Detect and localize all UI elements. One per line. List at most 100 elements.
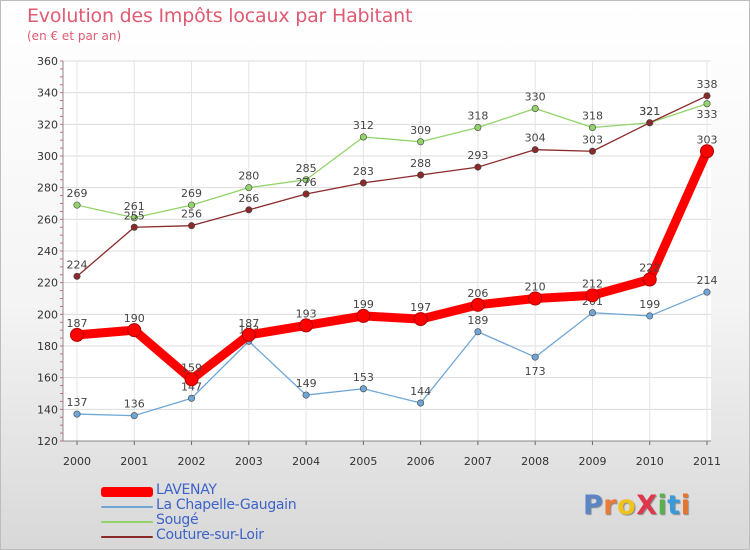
- legend-swatch: [101, 487, 153, 497]
- data-point: [417, 138, 425, 146]
- data-point: [73, 272, 81, 280]
- data-label: 276: [296, 176, 317, 189]
- data-point: [703, 100, 711, 108]
- y-tick-label: 280: [37, 182, 58, 195]
- legend-label: Couture-sur-Loir: [156, 527, 264, 543]
- legend-swatch: [101, 536, 153, 538]
- data-label: 261: [124, 200, 145, 213]
- data-point: [184, 372, 199, 387]
- data-label: 153: [353, 371, 374, 384]
- data-point: [127, 323, 142, 338]
- data-label: 318: [582, 110, 603, 123]
- x-tick-label: 2001: [120, 455, 148, 468]
- data-label: 256: [181, 208, 202, 221]
- data-label: 303: [582, 133, 603, 146]
- legend-label: La Chapelle-Gaugain: [156, 497, 297, 513]
- x-tick-label: 2002: [178, 455, 206, 468]
- data-point: [417, 171, 425, 179]
- data-point: [245, 184, 253, 192]
- data-point: [585, 288, 600, 303]
- proxiti-logo: ProXiti: [583, 490, 691, 521]
- data-point: [531, 353, 539, 361]
- data-label: 199: [353, 298, 374, 311]
- x-tick-label: 2011: [693, 455, 721, 468]
- data-point: [359, 133, 367, 141]
- data-point: [474, 328, 482, 336]
- y-tick-label: 180: [37, 340, 58, 353]
- data-point: [588, 124, 596, 132]
- x-tick-label: 2004: [292, 455, 320, 468]
- data-point: [470, 297, 485, 312]
- data-point: [130, 412, 138, 420]
- data-point: [73, 410, 81, 418]
- data-label: 187: [67, 317, 88, 330]
- data-label: 269: [181, 187, 202, 200]
- data-point: [531, 146, 539, 154]
- data-label: 159: [181, 361, 202, 374]
- data-point: [528, 291, 543, 306]
- data-point: [188, 394, 196, 402]
- data-label: 318: [467, 110, 488, 123]
- data-point: [417, 399, 425, 407]
- data-point: [474, 163, 482, 171]
- data-label: 285: [296, 162, 317, 175]
- data-label: 193: [296, 307, 317, 320]
- data-label: 309: [410, 124, 431, 137]
- data-point: [245, 206, 253, 214]
- data-point: [302, 176, 310, 184]
- data-label: 137: [67, 396, 88, 409]
- data-point: [642, 272, 657, 287]
- data-point: [302, 391, 310, 399]
- data-point: [130, 223, 138, 231]
- data-label: 206: [467, 287, 488, 300]
- chart-subtitle: (en € et par an): [27, 29, 122, 43]
- y-tick-label: 300: [37, 150, 58, 163]
- data-label: 266: [238, 192, 259, 205]
- data-point: [531, 105, 539, 113]
- data-label: 255: [124, 209, 145, 222]
- y-tick-label: 340: [37, 87, 58, 100]
- data-point: [241, 327, 256, 342]
- x-tick-label: 2007: [464, 455, 492, 468]
- data-label: 333: [697, 108, 718, 121]
- data-label: 303: [697, 133, 718, 146]
- data-label: 199: [639, 298, 660, 311]
- data-label: 321: [639, 105, 660, 118]
- y-tick-label: 240: [37, 245, 58, 258]
- y-tick-label: 200: [37, 308, 58, 321]
- data-label: 190: [124, 312, 145, 325]
- data-point: [703, 92, 711, 100]
- data-label: 312: [353, 119, 374, 132]
- data-label: 338: [697, 78, 718, 91]
- y-tick-label: 320: [37, 118, 58, 131]
- data-label: 210: [525, 281, 546, 294]
- y-tick-label: 140: [37, 403, 58, 416]
- data-label: 173: [525, 365, 546, 378]
- data-point: [73, 201, 81, 209]
- series-line-0: [72, 146, 712, 384]
- data-point: [413, 312, 428, 327]
- legend-swatch: [101, 521, 153, 523]
- data-label: 269: [67, 187, 88, 200]
- data-point: [588, 309, 596, 317]
- series-line-2: [76, 103, 708, 219]
- data-label: 197: [410, 301, 431, 314]
- y-tick-label: 120: [37, 435, 58, 448]
- data-point: [356, 308, 371, 323]
- data-point: [188, 222, 196, 230]
- data-point: [646, 119, 654, 127]
- y-tick-label: 160: [37, 372, 58, 385]
- data-point: [646, 312, 654, 320]
- legend-swatch: [101, 506, 153, 508]
- x-tick-label: 2008: [521, 455, 549, 468]
- data-label: 136: [124, 398, 145, 411]
- x-tick-label: 2010: [636, 455, 664, 468]
- data-label: 222: [639, 262, 660, 275]
- data-label: 321: [639, 105, 660, 118]
- data-point: [700, 144, 714, 159]
- data-point: [359, 179, 367, 187]
- data-point: [299, 318, 314, 333]
- data-label: 224: [67, 258, 88, 271]
